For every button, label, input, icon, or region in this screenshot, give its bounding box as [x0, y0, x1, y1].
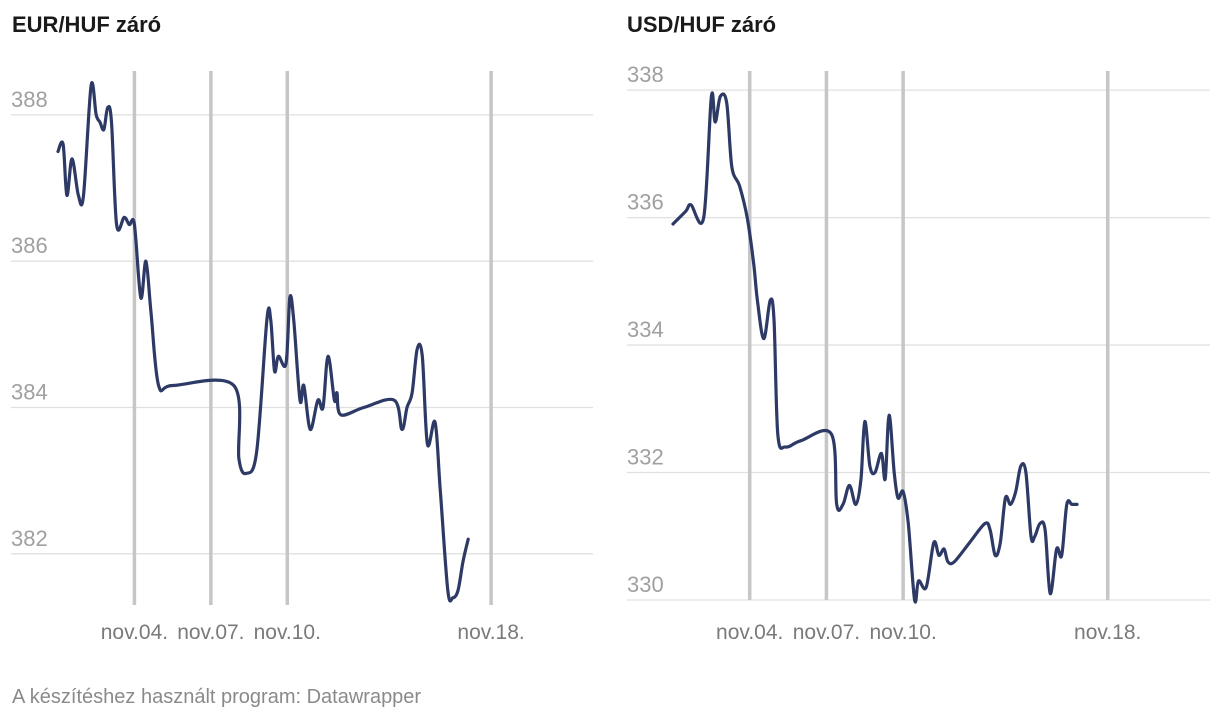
usd-y-tick-332: 332: [627, 445, 664, 470]
usd-y-tick-338: 338: [627, 62, 664, 87]
footer-credit: A készítéshez használt program: Datawrap…: [12, 686, 422, 708]
usd-huf-chart-title: USD/HUF záró: [627, 12, 777, 37]
eur-x-tick-0: nov.04.: [101, 621, 168, 644]
eur-y-tick-384: 384: [11, 379, 48, 404]
eur-x-tick-3: nov.18.: [457, 621, 524, 644]
usd-series-line-0: [671, 91, 1079, 604]
usd-chart: 330 332 334 336 338 nov.04. nov.07. nov.10. nov.…: [627, 62, 1210, 644]
usd-x-tick-0: nov.04.: [716, 621, 783, 644]
usd-x-tick-1: nov.07.: [793, 621, 860, 644]
usd-x-tick-2: nov.10.: [869, 621, 936, 644]
eur-huf-chart-title: EUR/HUF záró: [12, 12, 162, 37]
eur-y-tick-382: 382: [11, 526, 48, 551]
eur-x-tick-1: nov.07.: [177, 621, 244, 644]
eur-chart: 382 384 386 388 nov.04. nov.07. nov.10. nov.18.: [11, 71, 593, 644]
usd-y-tick-336: 336: [627, 190, 664, 215]
usd-y-tick-334: 334: [627, 317, 664, 342]
usd-y-tick-330: 330: [627, 572, 664, 597]
eur-y-tick-386: 386: [11, 233, 48, 258]
eur-series-line-0: [56, 81, 470, 603]
eur-y-tick-388: 388: [11, 87, 48, 112]
usd-x-tick-3: nov.18.: [1074, 621, 1141, 644]
eur-x-tick-2: nov.10.: [254, 621, 321, 644]
